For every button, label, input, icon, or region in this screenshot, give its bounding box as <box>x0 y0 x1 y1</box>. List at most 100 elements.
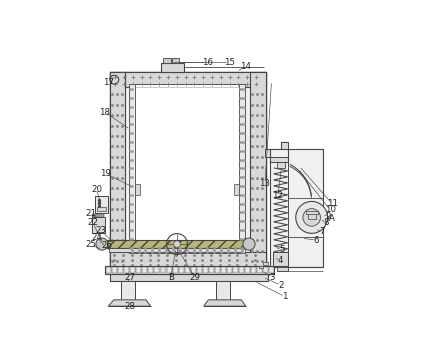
Bar <box>307 213 316 219</box>
Bar <box>110 252 265 267</box>
Text: 26: 26 <box>101 241 112 250</box>
Bar <box>234 184 239 195</box>
Text: 17: 17 <box>103 78 114 87</box>
Bar <box>112 267 117 273</box>
Bar <box>250 72 265 267</box>
Circle shape <box>303 208 320 226</box>
Bar <box>203 267 208 273</box>
Text: B: B <box>168 273 174 282</box>
Bar <box>173 267 178 273</box>
Text: 4: 4 <box>278 256 284 265</box>
Bar <box>185 267 190 273</box>
Text: 7: 7 <box>319 227 325 236</box>
Text: 15: 15 <box>224 58 235 67</box>
Bar <box>281 142 288 149</box>
Text: 9: 9 <box>326 212 331 221</box>
Bar <box>155 267 159 273</box>
Text: 11: 11 <box>326 199 338 208</box>
Bar <box>209 267 214 273</box>
Bar <box>263 267 268 273</box>
Bar <box>259 266 263 268</box>
Text: 12: 12 <box>272 191 284 200</box>
Bar <box>233 267 238 273</box>
Bar <box>103 214 105 217</box>
Text: 3: 3 <box>270 272 275 282</box>
Text: A: A <box>329 214 335 223</box>
Text: 2: 2 <box>278 281 284 290</box>
Bar <box>109 248 242 252</box>
Bar <box>92 217 105 232</box>
Bar <box>106 267 111 273</box>
Bar <box>105 266 274 274</box>
Bar <box>129 84 136 253</box>
Polygon shape <box>204 300 246 306</box>
Bar <box>167 267 171 273</box>
Circle shape <box>174 241 180 247</box>
Bar <box>142 267 148 273</box>
Bar <box>239 84 245 253</box>
Text: 1: 1 <box>282 292 288 301</box>
Bar <box>288 198 323 237</box>
Bar <box>179 267 183 273</box>
Bar <box>269 267 274 273</box>
Bar <box>134 87 241 250</box>
Bar <box>257 267 262 273</box>
Bar <box>270 149 323 267</box>
Bar <box>197 267 202 273</box>
Bar <box>265 149 270 157</box>
Bar <box>239 267 244 273</box>
Text: 22: 22 <box>87 218 98 227</box>
Bar <box>276 162 285 168</box>
Bar <box>98 214 100 217</box>
Text: 18: 18 <box>99 107 110 117</box>
Text: 29: 29 <box>189 272 200 282</box>
Bar <box>101 214 102 217</box>
Text: 23: 23 <box>96 226 107 235</box>
Bar <box>306 211 318 214</box>
Bar <box>273 252 288 266</box>
Bar <box>191 267 196 273</box>
Bar <box>221 267 226 273</box>
Circle shape <box>296 201 328 233</box>
Bar <box>130 267 135 273</box>
Bar <box>276 267 288 271</box>
Text: 6: 6 <box>314 236 319 245</box>
Bar <box>110 72 125 267</box>
Bar <box>263 262 268 265</box>
Circle shape <box>243 238 255 250</box>
Bar <box>163 58 171 63</box>
Bar <box>102 241 249 248</box>
Bar <box>110 72 265 267</box>
Bar <box>96 214 98 217</box>
Text: 28: 28 <box>125 302 136 311</box>
Circle shape <box>96 238 108 250</box>
Bar <box>136 184 140 195</box>
Bar <box>97 207 105 211</box>
Text: 16: 16 <box>202 58 213 67</box>
Bar <box>92 214 93 217</box>
Text: 21: 21 <box>85 209 97 218</box>
Text: 13: 13 <box>260 179 271 188</box>
Text: 27: 27 <box>125 272 136 282</box>
Polygon shape <box>108 300 151 306</box>
Bar <box>118 267 123 273</box>
Bar <box>171 58 179 63</box>
Bar <box>160 63 184 72</box>
Bar <box>160 267 166 273</box>
Bar <box>94 196 108 213</box>
Text: 10: 10 <box>325 206 336 215</box>
Bar <box>215 267 220 273</box>
Bar <box>136 267 141 273</box>
Bar <box>94 214 96 217</box>
Bar <box>227 267 232 273</box>
Text: 20: 20 <box>91 185 102 193</box>
Bar <box>148 267 153 273</box>
Bar <box>110 274 268 281</box>
Text: 8: 8 <box>324 218 329 227</box>
Text: 5: 5 <box>279 245 285 254</box>
Bar <box>216 281 230 300</box>
Bar <box>124 267 129 273</box>
Bar <box>270 157 288 162</box>
Bar <box>245 267 250 273</box>
Bar <box>121 281 136 300</box>
